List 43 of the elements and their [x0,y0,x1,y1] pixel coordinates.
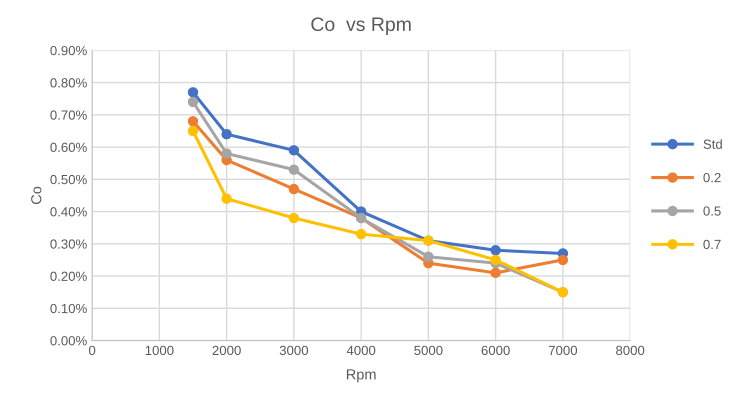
point [288,145,300,156]
y-tick-label: 0.30% [50,239,87,249]
y-tick-label: 0.40% [50,207,87,216]
x-tick-label: 5000 [414,346,443,356]
point [221,128,232,140]
point [188,126,198,136]
point [188,96,198,108]
y-tick-label: 0.80% [50,78,87,88]
x-tick-label: 6000 [482,346,510,356]
x-tick-label: 2000 [212,346,241,356]
legend-label: Std [704,139,722,149]
y-tick-label: 0.60% [50,142,87,152]
y-tick-label: 0.50% [50,174,87,184]
point [558,254,568,266]
legend-label: 0.5 [703,206,721,216]
y-tick-label: 0.70% [50,110,87,120]
x-tick-label: 8000 [616,346,644,356]
legend-label: 0.7 [703,240,721,250]
x-axis-title: Rpm [346,369,376,382]
x-tick-label: 7000 [548,346,578,356]
point [188,87,198,98]
x-tick-label: 4000 [346,346,376,356]
point [288,164,300,175]
point [221,148,232,159]
point [221,193,232,204]
y-tick-label: 0.10% [50,304,87,314]
y-tick-label: 0.90% [50,46,87,56]
point [423,252,434,262]
point [356,228,366,240]
x-tick-label: 0 [88,346,96,356]
point [490,254,501,266]
point [490,268,501,278]
legend-label: 0.2 [703,172,721,182]
point [288,184,300,194]
point [188,116,198,127]
point [288,212,300,224]
x-tick-label: 3000 [280,346,308,356]
y-axis-title: Co [31,186,42,204]
y-tick-label: 0.00% [50,336,87,346]
chart-title: Co vs Rpm [311,17,411,35]
y-tick-label: 0.20% [50,272,87,281]
point [490,245,501,256]
x-tick-label: 1000 [146,346,174,356]
